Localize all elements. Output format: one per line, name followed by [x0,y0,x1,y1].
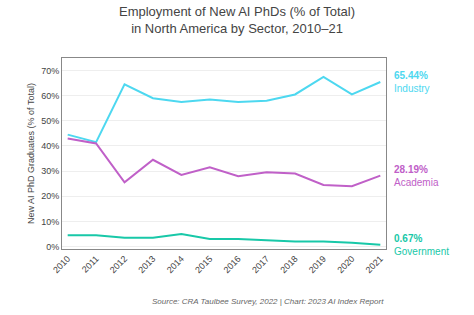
svg-text:Employment of New AI PhDs (% o: Employment of New AI PhDs (% of Total)in… [119,4,355,36]
svg-text:20%: 20% [41,191,59,201]
svg-text:70%: 70% [41,66,59,76]
svg-text:New AI PhD Graduates (% of Tot: New AI PhD Graduates (% of Total) [26,83,36,224]
svg-text:2014: 2014 [165,254,186,275]
svg-text:65.44%Industry: 65.44%Industry [394,70,430,94]
svg-text:30%: 30% [41,166,59,176]
svg-text:2016: 2016 [222,254,243,275]
svg-text:0%: 0% [46,242,59,252]
svg-text:60%: 60% [41,91,59,101]
svg-text:2019: 2019 [307,254,328,275]
svg-text:2012: 2012 [108,254,129,275]
svg-text:2015: 2015 [193,254,214,275]
svg-text:2011: 2011 [80,254,101,275]
svg-text:2018: 2018 [278,254,299,275]
svg-text:0.67%Government: 0.67%Government [394,233,449,257]
svg-text:10%: 10% [41,217,59,227]
svg-text:2010: 2010 [51,254,72,275]
svg-text:Source: CRA Taulbee Survey, 20: Source: CRA Taulbee Survey, 2022 | Chart… [152,297,384,306]
svg-text:2021: 2021 [364,254,385,275]
svg-text:2013: 2013 [136,254,157,275]
svg-text:28.19%Academia: 28.19%Academia [394,164,439,188]
svg-text:2017: 2017 [250,254,271,275]
svg-text:40%: 40% [41,141,59,151]
svg-text:50%: 50% [41,116,59,126]
svg-text:2020: 2020 [335,254,356,275]
